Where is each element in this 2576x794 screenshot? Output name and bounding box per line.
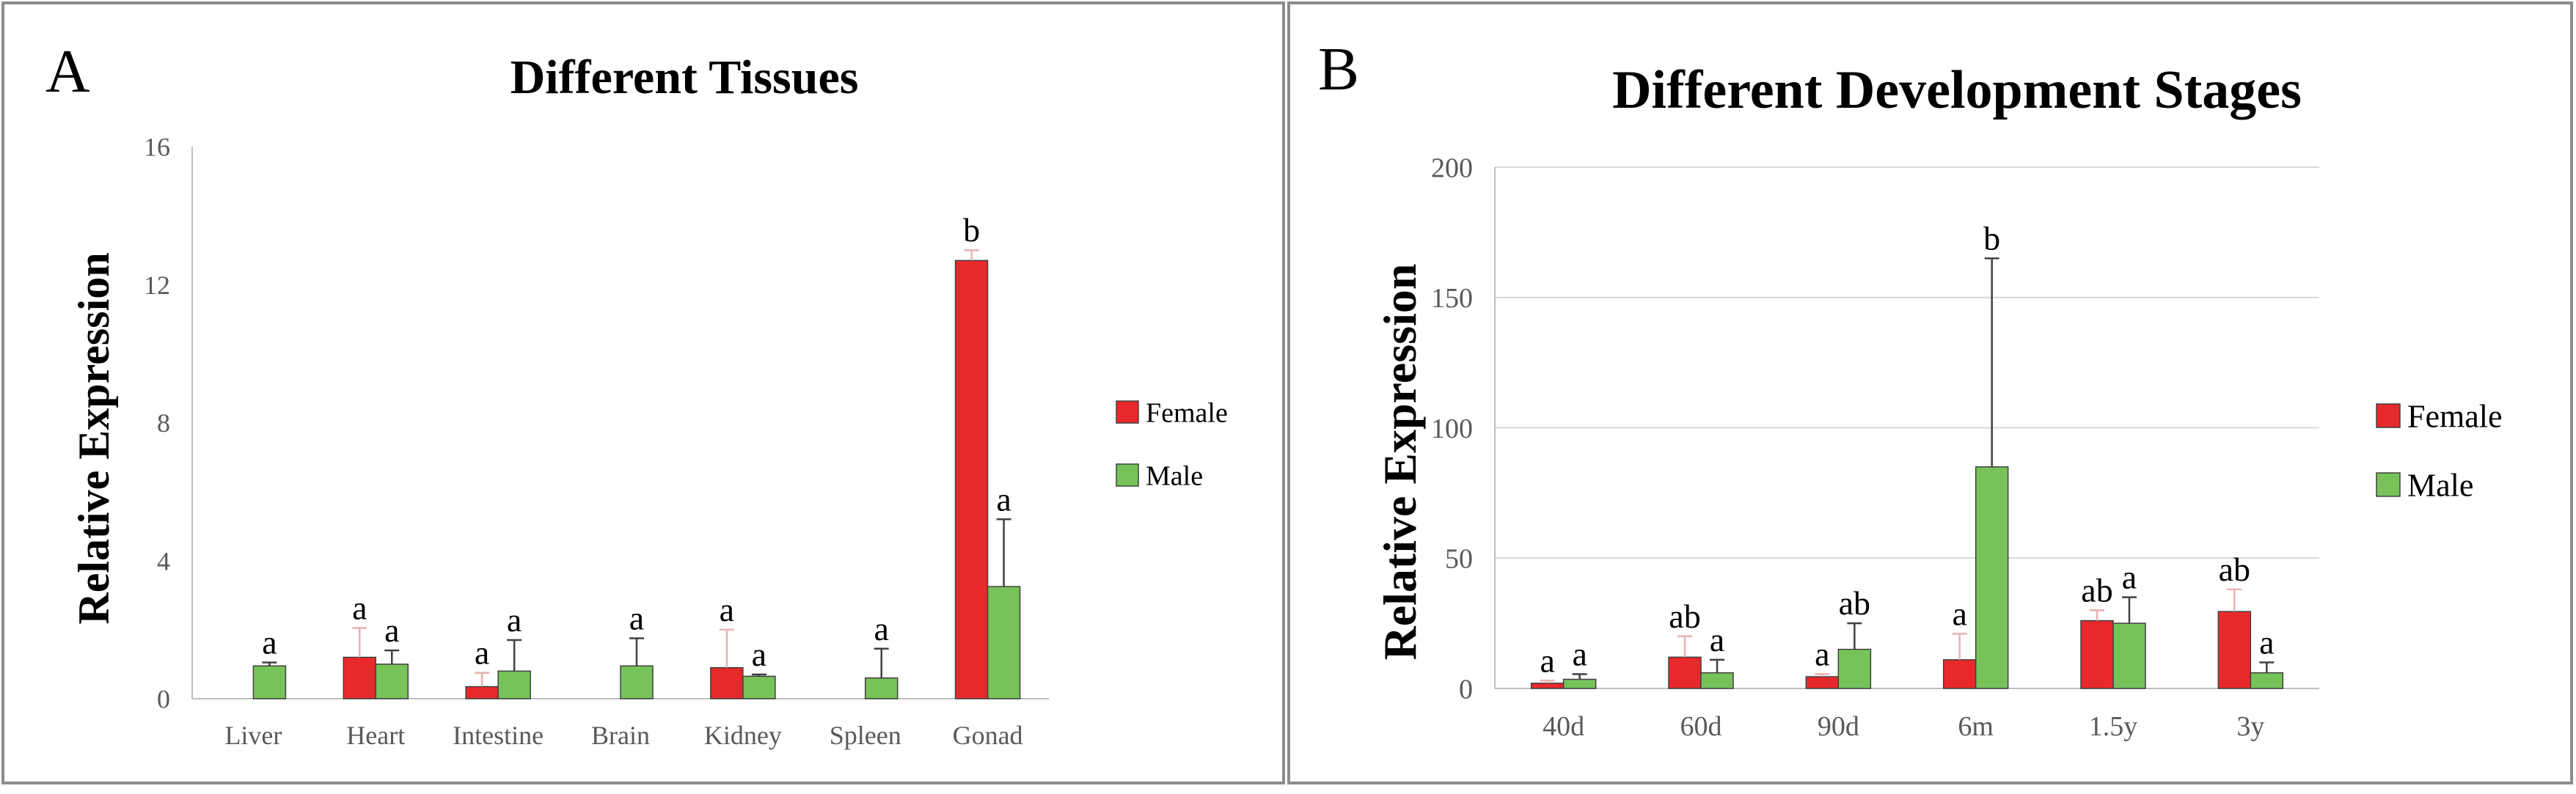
x-tick-label: 6m <box>1958 711 1994 742</box>
significance-label: a <box>2122 559 2137 596</box>
y-tick-label: 4 <box>157 546 170 576</box>
x-tick-label: Liver <box>224 721 282 750</box>
panel-a-label: A <box>45 37 90 106</box>
bar-female <box>343 656 377 699</box>
significance-label: a <box>507 601 522 639</box>
bar-male <box>2250 672 2284 689</box>
x-tick-label: Spleen <box>830 721 901 750</box>
significance-label: a <box>384 611 399 649</box>
panel-a-title: Different Tissues <box>511 51 859 104</box>
bar-female <box>2217 611 2252 689</box>
y-tick-label: 12 <box>144 271 170 300</box>
significance-label: a <box>720 591 734 628</box>
legend-label-female: Female <box>1146 397 1228 428</box>
x-tick-label: Heart <box>346 721 405 750</box>
y-tick-label: 0 <box>1459 674 1473 705</box>
significance-label: a <box>996 480 1011 518</box>
bar-female <box>1805 676 1840 689</box>
significance-label: ab <box>2219 551 2250 588</box>
bar-male <box>1975 466 2009 689</box>
legend-label-female: Female <box>2407 398 2503 434</box>
y-tick-label: 8 <box>157 408 170 438</box>
y-tick-label: 50 <box>1445 544 1473 575</box>
significance-label: ab <box>2081 571 2112 609</box>
y-tick-label: 16 <box>144 133 170 162</box>
panel-b-y-axis-title: Relative Expression <box>1374 263 1426 660</box>
bar-male <box>742 675 776 699</box>
bar-male <box>1700 672 1734 689</box>
x-tick-label: 3y <box>2236 711 2264 742</box>
panel-b-border <box>1287 1 2573 784</box>
legend-swatch-male <box>1116 463 1139 487</box>
significance-label: a <box>262 624 277 661</box>
significance-label: a <box>352 589 367 627</box>
significance-label: a <box>874 610 889 647</box>
panel-a-plot: 0 4 8 12 16 Liver Heart Intestine Brain Kidney Spl… <box>144 133 1228 750</box>
y-tick-label: 150 <box>1431 283 1473 314</box>
y-tick-label: 200 <box>1431 152 1473 183</box>
x-tick-label: 1.5y <box>2089 711 2138 742</box>
x-tick-label: Kidney <box>704 721 782 750</box>
significance-label: a <box>1815 635 1829 672</box>
bar-male <box>1837 648 1872 689</box>
panel-b-label: B <box>1318 35 1359 103</box>
legend-swatch-male <box>2376 472 2401 497</box>
legend-swatch-female <box>2376 403 2401 428</box>
significance-label: ab <box>1669 598 1700 635</box>
bar-male <box>987 586 1021 699</box>
bar-female <box>954 260 989 699</box>
bar-female <box>2080 620 2114 689</box>
bar-male <box>864 677 899 699</box>
bar-male <box>1562 678 1597 689</box>
x-tick-label: 60d <box>1680 711 1722 742</box>
panel-a: A Different Tissues Relative Expression <box>45 37 858 625</box>
panel-b-title: Different Development Stages <box>1612 60 2302 120</box>
bar-male <box>252 665 287 699</box>
panel-b: B Different Development Stages Relative … <box>1318 35 2302 661</box>
significance-label: a <box>1540 642 1554 679</box>
legend-label-male: Male <box>1146 460 1203 491</box>
bar-female <box>465 685 499 699</box>
y-tick-label: 100 <box>1431 413 1473 444</box>
y-tick-label: 0 <box>157 685 170 714</box>
bar-female <box>1942 659 1977 689</box>
significance-label: a <box>1952 595 1966 632</box>
x-tick-label: Intestine <box>453 721 544 750</box>
bar-female <box>1530 683 1565 689</box>
bar-female <box>710 666 744 699</box>
significance-label: a <box>475 634 489 672</box>
bar-female <box>1668 656 1702 689</box>
bar-male <box>497 670 531 699</box>
significance-label: ab <box>1839 584 1870 622</box>
bar-male <box>375 663 409 699</box>
x-tick-label: 90d <box>1818 711 1859 742</box>
significance-label: a <box>1572 635 1587 672</box>
significance-label: b <box>1983 219 2000 257</box>
x-tick-label: 40d <box>1543 711 1584 742</box>
bar-male <box>620 665 654 699</box>
x-tick-label: Brain <box>591 721 650 750</box>
x-tick-label: Gonad <box>953 721 1023 750</box>
significance-label: a <box>752 636 766 673</box>
panel-a-border <box>1 1 1285 784</box>
significance-label: a <box>1710 621 1724 658</box>
significance-label: a <box>629 600 644 637</box>
legend-swatch-female <box>1116 400 1139 424</box>
significance-label: b <box>963 211 980 249</box>
significance-label: a <box>2259 623 2274 661</box>
panel-a-y-axis-title: Relative Expression <box>70 252 118 624</box>
legend-label-male: Male <box>2407 467 2473 503</box>
bar-male <box>2112 622 2146 689</box>
